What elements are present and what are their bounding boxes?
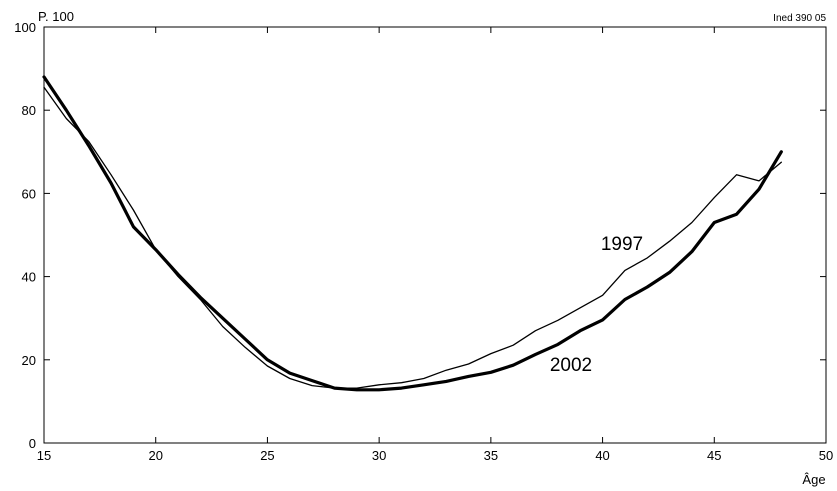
- series-line-2002: [42, 75, 783, 392]
- source-note: Ined 390 05: [773, 13, 826, 24]
- x-tick-label: 15: [37, 448, 51, 463]
- x-tick-label: 25: [260, 448, 274, 463]
- axis-ticks: 15 20 25 30 35 40 45 50 0 20 40 60 80 100: [14, 20, 833, 463]
- x-tick-label: 50: [819, 448, 833, 463]
- x-tick-label: 40: [595, 448, 609, 463]
- y-tick-label: 100: [14, 20, 36, 35]
- series-line-1997: [43, 86, 782, 389]
- y-tick-label: 60: [22, 186, 36, 201]
- series-label-2002: 2002: [550, 355, 592, 376]
- x-tick-label: 35: [484, 448, 498, 463]
- series-label-1997: 1997: [601, 234, 643, 255]
- x-axis-title: Âge: [802, 472, 825, 487]
- data-series: [42, 75, 783, 392]
- x-tick-label: 45: [707, 448, 721, 463]
- plot-frame: [43, 26, 827, 444]
- x-tick-label: 20: [148, 448, 162, 463]
- y-tick-label: 40: [22, 270, 36, 285]
- y-axis-title: P. 100: [38, 9, 74, 24]
- y-tick-label: 0: [29, 436, 36, 451]
- y-tick-label: 80: [22, 103, 36, 118]
- y-tick-label: 20: [22, 353, 36, 368]
- x-tick-label: 30: [372, 448, 386, 463]
